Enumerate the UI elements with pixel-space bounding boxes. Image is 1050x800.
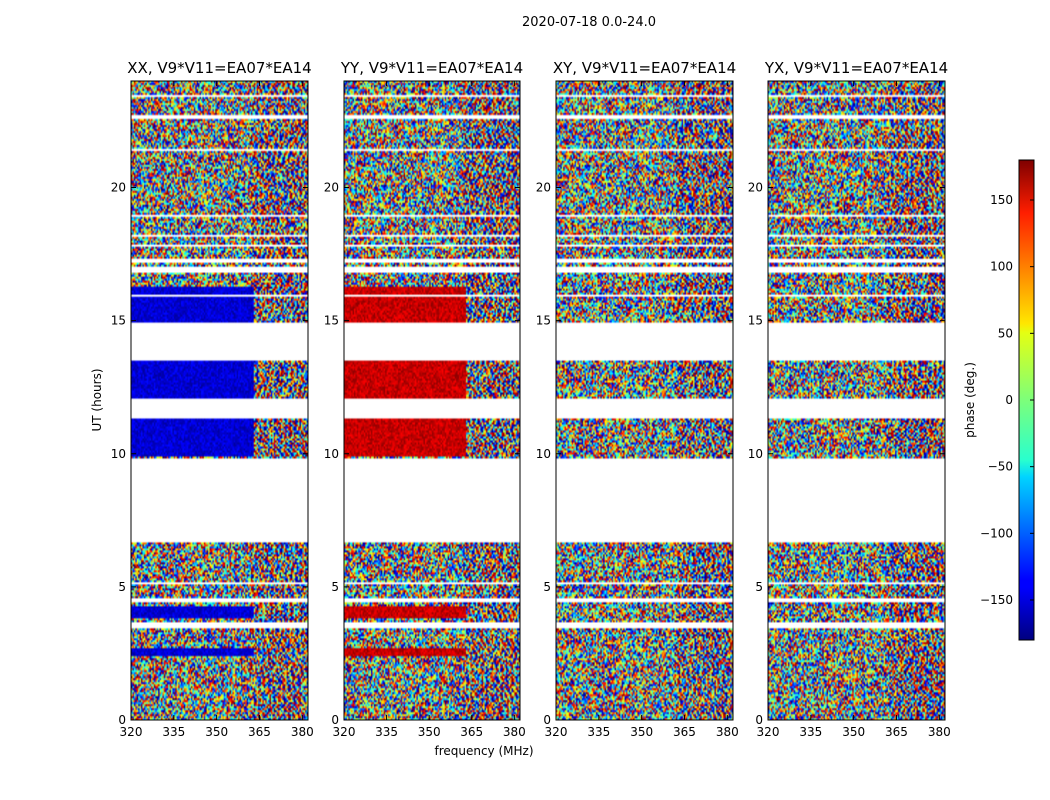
colorbar-tick-label: −50 xyxy=(988,460,1013,474)
y-tick-label: 10 xyxy=(536,447,551,461)
plot-frame-xx xyxy=(130,80,309,721)
heatmap-panel-xy: XY, V9*V11=EA07*EA14 xyxy=(553,59,736,721)
plot-frame-yx xyxy=(767,80,946,721)
x-tick-label: 380 xyxy=(716,725,739,739)
x-tick-label: 320 xyxy=(333,725,356,739)
colorbar: 150 100 50 0 −50 −100 −150 phase (deg.) xyxy=(963,159,1035,641)
panel-title-yy: YY, V9*V11=EA07*EA14 xyxy=(340,59,523,77)
x-tick-label: 380 xyxy=(503,725,526,739)
y-tick-label: 20 xyxy=(748,181,763,195)
colorbar-label: phase (deg.) xyxy=(963,362,977,438)
y-tick-label: 10 xyxy=(324,447,339,461)
y-tick-label: 0 xyxy=(118,713,126,727)
plot-frame-yy xyxy=(343,80,521,721)
y-tick-label: 5 xyxy=(118,580,126,594)
x-tick-label: 350 xyxy=(842,725,865,739)
y-tick-label: 15 xyxy=(111,314,126,328)
panel-title-xy: XY, V9*V11=EA07*EA14 xyxy=(553,59,736,77)
colorbar-tick-label: 100 xyxy=(990,260,1013,274)
heatmap-image-yx xyxy=(768,81,945,720)
y-tick-label: 10 xyxy=(111,447,126,461)
heatmap-panel-yx: YX, V9*V11=EA07*EA14 xyxy=(764,59,948,721)
y-axis-label: UT (hours) xyxy=(90,368,104,431)
heatmap-image-xy xyxy=(556,81,733,720)
panel-title-yx: YX, V9*V11=EA07*EA14 xyxy=(764,59,948,77)
x-tick-label: 320 xyxy=(757,725,780,739)
x-tick-label: 365 xyxy=(885,725,908,739)
y-tick-label: 5 xyxy=(755,580,763,594)
y-tick-label: 0 xyxy=(755,713,763,727)
x-tick-label: 380 xyxy=(291,725,314,739)
y-tick-label: 0 xyxy=(331,713,339,727)
colorbar-tick-label: −150 xyxy=(980,593,1013,607)
x-tick-label: 320 xyxy=(120,725,143,739)
x-axis-label: frequency (MHz) xyxy=(434,744,533,758)
y-tick-label: 15 xyxy=(748,314,763,328)
y-tick-label: 10 xyxy=(748,447,763,461)
y-tick-label: 0 xyxy=(543,713,551,727)
colorbar-ticks: 150 100 50 0 −50 −100 −150 xyxy=(980,193,1034,607)
heatmap-image-yy xyxy=(344,81,520,720)
x-tick-label: 365 xyxy=(248,725,271,739)
y-tick-label: 15 xyxy=(324,314,339,328)
y-tick-label: 20 xyxy=(111,181,126,195)
x-tick-label: 335 xyxy=(375,725,398,739)
colorbar-tick-label: −100 xyxy=(980,526,1013,540)
y-tick-label: 5 xyxy=(543,580,551,594)
x-tick-label: 365 xyxy=(460,725,483,739)
axis-ticks: 320 335 350 365 380 0 5 10 15 20 320 335 350 365 380 0 5… xyxy=(111,81,951,739)
x-tick-label: 335 xyxy=(162,725,185,739)
colorbar-tick-label: 50 xyxy=(998,326,1013,340)
y-tick-label: 20 xyxy=(536,181,551,195)
y-tick-label: 5 xyxy=(331,580,339,594)
y-tick-label: 20 xyxy=(324,181,339,195)
y-tick-label: 15 xyxy=(536,314,551,328)
x-tick-label: 350 xyxy=(205,725,228,739)
x-tick-label: 335 xyxy=(799,725,822,739)
x-tick-label: 365 xyxy=(673,725,696,739)
plot-frame-xy xyxy=(555,80,734,721)
panel-title-xx: XX, V9*V11=EA07*EA14 xyxy=(127,59,311,77)
heatmap-panel-xx: XX, V9*V11=EA07*EA14 xyxy=(127,59,312,721)
x-tick-label: 350 xyxy=(630,725,653,739)
x-tick-label: 320 xyxy=(545,725,568,739)
x-tick-label: 350 xyxy=(418,725,441,739)
x-tick-label: 380 xyxy=(928,725,951,739)
heatmap-image-xx xyxy=(131,81,308,720)
colorbar-tick-label: 0 xyxy=(1005,393,1013,407)
x-tick-label: 335 xyxy=(587,725,610,739)
colorbar-tick-label: 150 xyxy=(990,193,1013,207)
figure-title: 2020-07-18 0.0-24.0 xyxy=(522,15,656,30)
heatmap-panel-yy: YY, V9*V11=EA07*EA14 xyxy=(340,59,523,721)
